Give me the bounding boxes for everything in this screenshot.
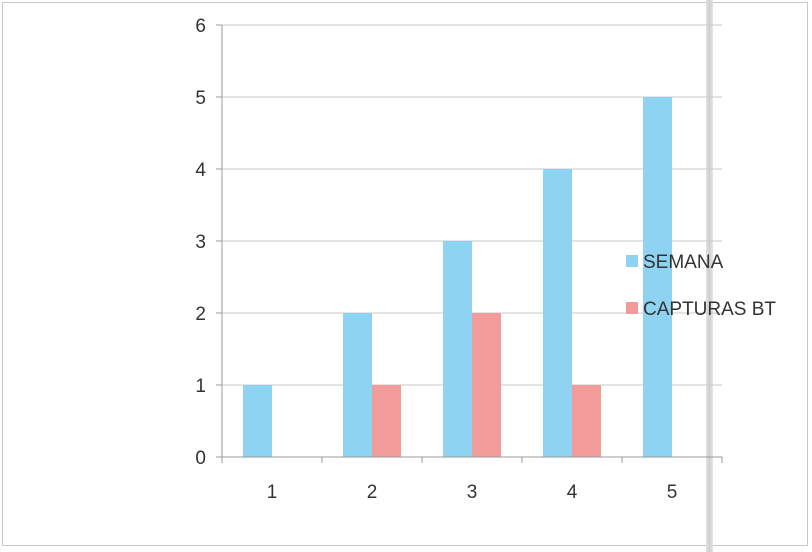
page-edge bbox=[706, 0, 713, 552]
y-tick-label: 6 bbox=[195, 16, 206, 37]
legend-swatch bbox=[626, 255, 638, 267]
chart-legend: SEMANA CAPTURAS BT bbox=[626, 252, 776, 320]
y-tick-label: 0 bbox=[195, 448, 206, 469]
bar-capturas-bt-4 bbox=[572, 385, 601, 457]
x-tick-label: 5 bbox=[667, 482, 678, 503]
bar-semana-3 bbox=[443, 241, 472, 457]
chart-axes: 0 1 2 3 4 5 6 1 2 3 4 5 bbox=[195, 16, 723, 503]
chart-frame bbox=[2, 2, 808, 546]
bar-capturas-bt-3 bbox=[472, 313, 501, 457]
x-tick-label: 2 bbox=[367, 482, 378, 503]
legend-swatch bbox=[626, 302, 638, 314]
bar-semana-5 bbox=[643, 97, 672, 457]
bar-capturas-bt-2 bbox=[372, 385, 401, 457]
chart-bars bbox=[243, 97, 672, 457]
y-tick-label: 4 bbox=[195, 160, 206, 181]
y-tick-label: 1 bbox=[195, 376, 206, 397]
y-tick-label: 5 bbox=[195, 88, 206, 109]
x-tick-label: 3 bbox=[467, 482, 478, 503]
bar-semana-4 bbox=[543, 169, 572, 457]
legend-label: CAPTURAS BT bbox=[643, 299, 776, 320]
x-tick-label: 4 bbox=[567, 482, 578, 503]
legend-label: SEMANA bbox=[643, 252, 724, 273]
bar-semana-1 bbox=[243, 385, 272, 457]
y-tick-label: 2 bbox=[195, 304, 206, 325]
bar-semana-2 bbox=[343, 313, 372, 457]
y-tick-label: 3 bbox=[195, 232, 206, 253]
x-tick-label: 1 bbox=[267, 482, 278, 503]
